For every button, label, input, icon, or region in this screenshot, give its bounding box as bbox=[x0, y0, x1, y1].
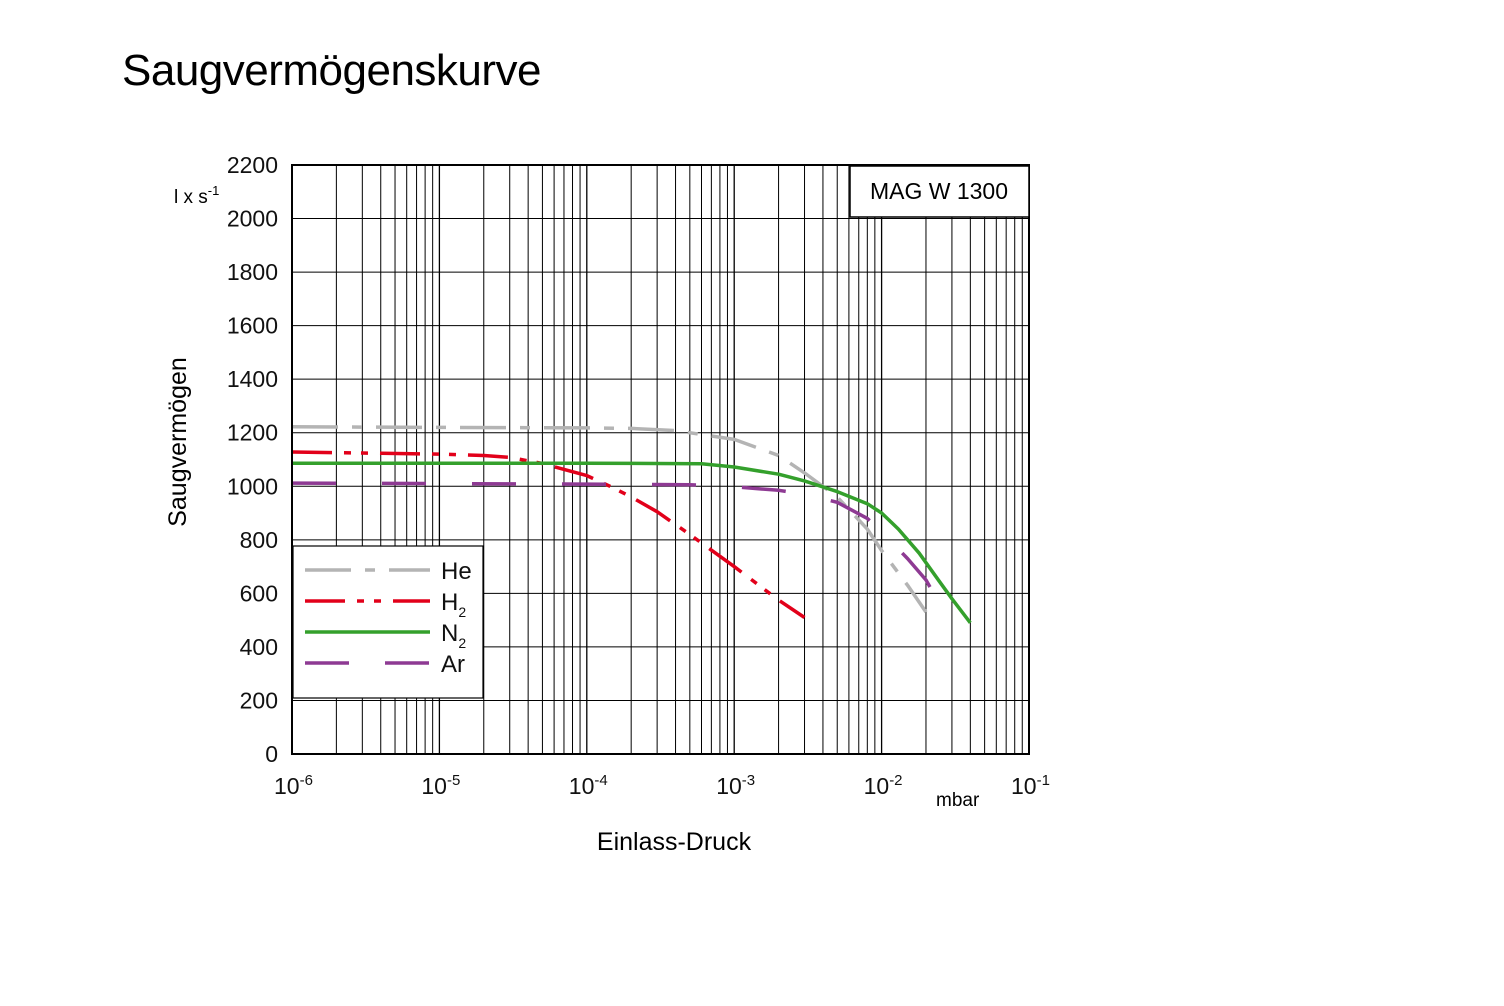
x-axis-label: Einlass-Druck bbox=[597, 828, 752, 856]
legend-label: N2 bbox=[441, 620, 466, 651]
series-line-ar bbox=[291, 481, 934, 592]
page-title: Saugvermögenskurve bbox=[122, 46, 542, 95]
legend-label: Ar bbox=[441, 651, 465, 678]
y-tick-label: 600 bbox=[240, 580, 278, 606]
grid bbox=[291, 164, 1029, 755]
series-curves bbox=[291, 425, 972, 624]
y-tick-label: 2200 bbox=[227, 152, 278, 178]
y-tick-label: 400 bbox=[240, 634, 278, 660]
y-tick-label: 1400 bbox=[227, 366, 278, 392]
y-tick-label: 200 bbox=[240, 687, 278, 713]
series-line-n bbox=[292, 461, 972, 624]
y-unit-label: l x s-1 bbox=[174, 183, 219, 208]
y-axis-label: Saugvermögen bbox=[164, 357, 192, 527]
series-line-he bbox=[291, 425, 928, 614]
x-unit-label: mbar bbox=[936, 790, 980, 811]
legend-label: He bbox=[441, 558, 472, 585]
y-tick-label: 1800 bbox=[227, 259, 278, 285]
model-badge: MAG W 1300 bbox=[849, 165, 1030, 218]
x-tick-label: 10-6 bbox=[274, 772, 313, 799]
model-label: MAG W 1300 bbox=[870, 178, 1008, 204]
y-tick-label: 0 bbox=[265, 741, 278, 767]
y-tick-label: 1200 bbox=[227, 420, 278, 446]
y-tick-labels: 0 200 400 600 800 1000 1200 1400 1600 1800 2000 220… bbox=[227, 152, 278, 767]
series-line-h bbox=[291, 450, 806, 619]
x-tick-label: 10-4 bbox=[569, 772, 608, 799]
x-tick-label: 10-5 bbox=[421, 772, 460, 799]
y-tick-label: 2000 bbox=[227, 206, 278, 232]
x-tick-labels: 10-6 10-5 10-4 10-3 10-2 10-1 bbox=[274, 772, 1050, 799]
y-tick-label: 1600 bbox=[227, 313, 278, 339]
x-tick-label: 10-3 bbox=[716, 772, 755, 799]
plot-frame bbox=[291, 164, 1030, 755]
x-tick-label: 10-1 bbox=[1011, 772, 1050, 799]
x-tick-label: 10-2 bbox=[864, 772, 903, 799]
y-tick-label: 1000 bbox=[227, 473, 278, 499]
y-tick-label: 800 bbox=[240, 527, 278, 553]
legend-label: H2 bbox=[441, 589, 466, 620]
